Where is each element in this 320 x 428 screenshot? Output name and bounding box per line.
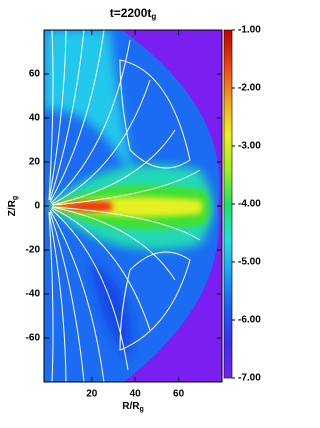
x-label-subscript: g xyxy=(139,406,143,413)
colorbar-tick-label: -6.00 xyxy=(238,315,261,326)
field-lines xyxy=(48,30,201,382)
x-label-text: R/R xyxy=(122,401,140,412)
colorbar-tick-label: -7.00 xyxy=(238,373,261,384)
x-tick-label: 40 xyxy=(130,389,142,400)
y-tick-label: 60 xyxy=(29,69,41,80)
title-text: t=2200t xyxy=(110,6,152,20)
field-image xyxy=(44,30,222,382)
y-axis-label: Z/Rg xyxy=(7,196,19,216)
y-tick-label: 0 xyxy=(34,201,40,212)
x-tick-label: 60 xyxy=(173,389,185,400)
x-tick-label: 20 xyxy=(86,389,98,400)
y-label-text: Z/R xyxy=(7,199,18,216)
colorbar-tick-label: -2.00 xyxy=(238,83,261,94)
colorbar xyxy=(223,29,233,379)
cyan-region xyxy=(44,30,140,200)
title-subscript: g xyxy=(151,12,156,21)
y-tick-label: 20 xyxy=(29,157,41,168)
colorbar-tick-label: -4.00 xyxy=(238,199,261,210)
page: {"chart_data": {"type": "heatmap", "titl… xyxy=(6,6,262,413)
colorbar-tick-label: -3.00 xyxy=(238,141,261,152)
colorbar-tick-label: -5.00 xyxy=(238,257,261,268)
y-tick-label: -60 xyxy=(26,333,41,344)
y-label-subscript: g xyxy=(12,196,19,200)
x-axis-label: R/Rg xyxy=(122,401,144,413)
colorbar-tick-label: -1.00 xyxy=(238,25,261,36)
chart-title: t=2200tg xyxy=(110,6,157,21)
y-tick-label: 40 xyxy=(29,113,41,124)
y-tick-label: -40 xyxy=(26,289,41,300)
chart: t=2200tg R/Rg Z/Rg 20 40 60-60-40-20020406… xyxy=(7,6,262,413)
y-tick-label: -20 xyxy=(26,245,41,256)
